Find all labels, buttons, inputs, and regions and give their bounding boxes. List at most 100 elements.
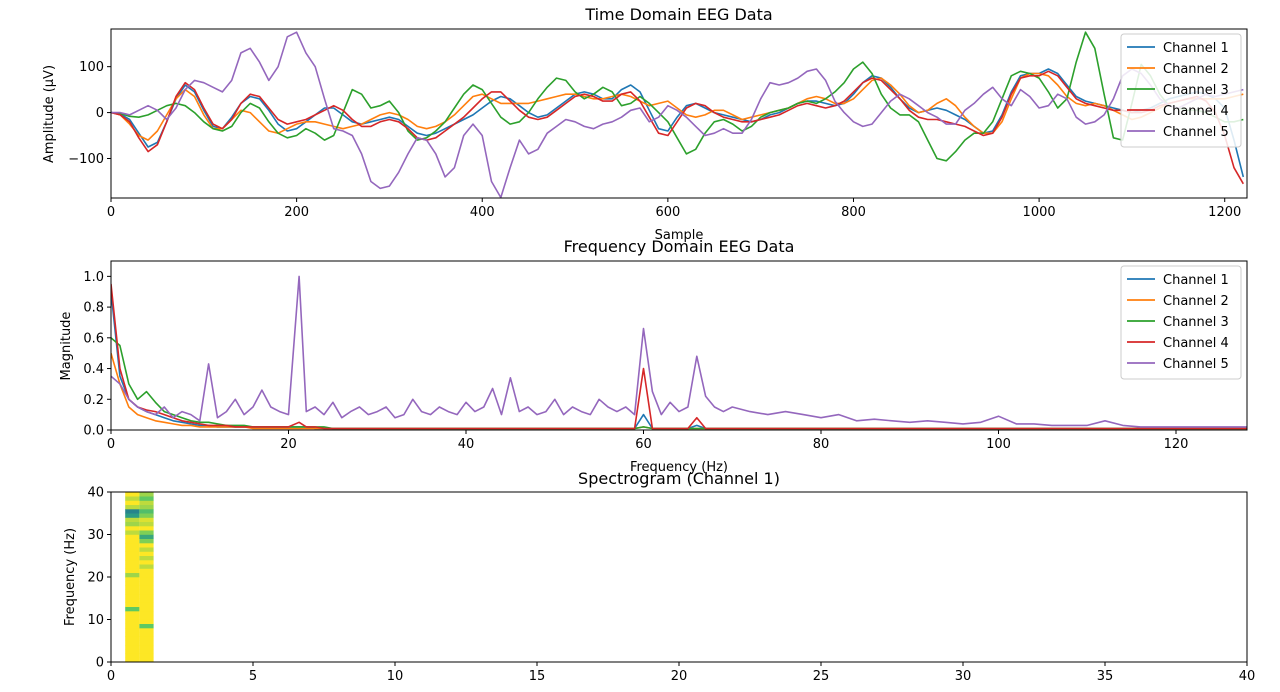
series-line-channel-1 — [111, 291, 1247, 430]
y-axis-label: Magnitude — [59, 312, 74, 381]
heatmap-cell — [125, 649, 140, 654]
chart-title: Spectrogram (Channel 1) — [578, 469, 780, 488]
heatmap-cell — [139, 636, 154, 641]
heatmap-cell — [139, 521, 154, 527]
y-tick-label: 0.2 — [83, 393, 104, 408]
heatmap-cell — [139, 619, 154, 624]
y-axis-label: Frequency (Hz) — [63, 528, 78, 626]
heatmap-cell — [125, 585, 140, 590]
x-tick-label: 400 — [470, 205, 495, 220]
legend: Channel 1 Channel 2 Channel 3 Channel 4 Chan… — [1120, 265, 1242, 380]
heatmap-cell — [139, 572, 154, 578]
heatmap-cell — [139, 594, 154, 599]
legend-label: Channel 5 — [1163, 357, 1229, 372]
heatmap-cell — [139, 589, 154, 595]
heatmap-cell — [139, 645, 154, 650]
heatmap-cell — [139, 611, 154, 616]
y-tick-label: 100 — [79, 60, 104, 75]
heatmap-cell — [139, 615, 154, 620]
legend-label: Channel 1 — [1163, 41, 1229, 56]
heatmap-cell — [125, 547, 140, 552]
heatmap-cell — [125, 645, 140, 650]
x-tick-label: 60 — [635, 437, 652, 452]
heatmap-cell — [125, 577, 140, 582]
heatmap-cell — [125, 521, 140, 527]
heatmap-cell — [139, 500, 154, 505]
legend-label: Channel 3 — [1163, 83, 1229, 98]
heatmap-cell — [125, 657, 140, 662]
heatmap-cell — [125, 496, 140, 501]
frequency-domain-chart: Frequency Domain EEG Data Frequency (Hz)… — [59, 237, 1248, 475]
heatmap-cell — [125, 538, 140, 544]
heatmap-cell — [125, 572, 140, 578]
heatmap-cell — [139, 602, 154, 607]
heatmap-cell — [139, 509, 154, 514]
x-tick-label: 5 — [249, 669, 257, 684]
y-tick-label: 0.6 — [83, 331, 104, 346]
y-axis-label: Amplitude (µV) — [42, 65, 57, 163]
y-tick-label: 10 — [87, 613, 104, 628]
heatmap-cell — [125, 517, 140, 522]
heatmap-cell — [125, 509, 140, 514]
x-tick-label: 20 — [671, 669, 688, 684]
x-tick-label: 0 — [107, 437, 115, 452]
series-line-channel-2 — [111, 72, 1244, 141]
series-line-channel-5 — [111, 275, 1247, 428]
heatmap-cell — [139, 581, 154, 586]
heatmap-cell — [139, 526, 154, 531]
x-tick-label: 0 — [107, 669, 115, 684]
heatmap-cell — [139, 555, 154, 561]
time-domain-chart: Time Domain EEG Data Sample Amplitude (µ… — [42, 5, 1248, 243]
heatmap-cell — [139, 496, 154, 501]
heatmap-cell — [125, 598, 140, 603]
heatmap-cell — [125, 623, 140, 629]
series-line-channel-4 — [111, 283, 1247, 430]
heatmap-cell — [125, 551, 140, 556]
y-tick-label: 0 — [96, 656, 104, 671]
x-tick-label: 800 — [841, 205, 866, 220]
heatmap-cell — [139, 657, 154, 662]
heatmap-cell — [139, 623, 154, 629]
heatmap-cell — [139, 653, 154, 658]
heatmap-cell — [139, 568, 154, 573]
heatmap-cell — [125, 534, 140, 539]
heatmap-cell — [139, 560, 154, 565]
heatmap-cell — [125, 543, 140, 548]
heatmap-cell — [139, 640, 154, 646]
legend-label: Channel 4 — [1163, 104, 1229, 119]
y-tick-label: −100 — [68, 152, 104, 167]
y-tick-label: 20 — [87, 571, 104, 586]
heatmap-cell — [125, 589, 140, 595]
plot-frame — [110, 28, 1248, 199]
y-tick-label: 0 — [96, 106, 104, 121]
heatmap-cell — [139, 628, 154, 633]
plot-area — [111, 275, 1247, 430]
y-tick-label: 40 — [87, 486, 104, 501]
heatmap-cell — [139, 585, 154, 590]
heatmap-cell — [139, 492, 154, 497]
heatmap-cell — [139, 538, 154, 544]
heatmap-cell — [139, 598, 154, 603]
heatmap-cell — [125, 619, 140, 624]
heatmap-cell — [125, 504, 140, 510]
heatmap-cell — [125, 628, 140, 633]
series-line-channel-3 — [111, 31, 1244, 162]
series-line-channel-3 — [111, 337, 1247, 430]
x-tick-label: 80 — [813, 437, 830, 452]
x-tick-label: 30 — [955, 669, 972, 684]
heatmap-cell — [125, 530, 140, 535]
heatmap-cell — [125, 640, 140, 646]
heatmap-cell — [125, 602, 140, 607]
heatmap-cell — [139, 547, 154, 552]
heatmap-cell — [125, 632, 140, 637]
heatmap-cell — [125, 615, 140, 620]
legend-label: Channel 3 — [1163, 315, 1229, 330]
legend-box — [1120, 265, 1242, 380]
heatmap-cell — [125, 581, 140, 586]
y-tick-label: 30 — [87, 528, 104, 543]
heatmap-cell — [139, 534, 154, 539]
heatmap-cell — [125, 568, 140, 573]
x-tick-label: 35 — [1097, 669, 1114, 684]
heatmap-cell — [125, 606, 140, 612]
